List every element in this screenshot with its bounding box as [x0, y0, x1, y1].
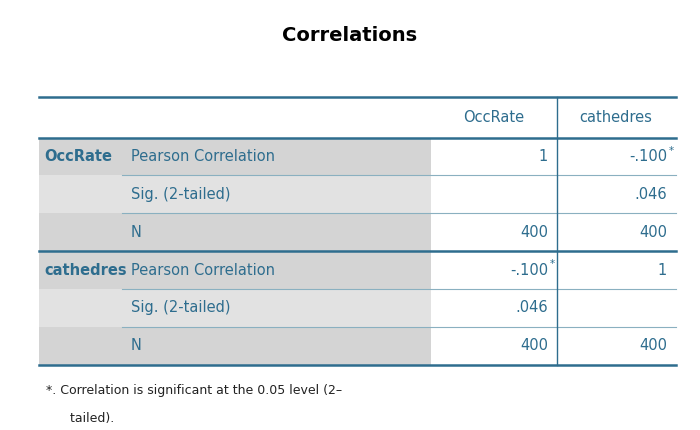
- Text: *: *: [668, 146, 673, 156]
- Text: Correlations: Correlations: [282, 26, 418, 45]
- Text: N: N: [131, 338, 142, 353]
- Text: Pearson Correlation: Pearson Correlation: [131, 149, 275, 164]
- Text: *. Correlation is significant at the 0.05 level (2–: *. Correlation is significant at the 0.0…: [46, 384, 342, 397]
- Text: N: N: [131, 225, 142, 240]
- Text: -.100: -.100: [510, 263, 548, 277]
- Text: cathedres: cathedres: [580, 110, 652, 125]
- Text: Sig. (2‑tailed): Sig. (2‑tailed): [131, 301, 230, 315]
- Text: tailed).: tailed).: [46, 412, 113, 425]
- Text: 400: 400: [520, 338, 548, 353]
- Text: Sig. (2‑tailed): Sig. (2‑tailed): [131, 187, 230, 202]
- Text: 1: 1: [658, 263, 667, 277]
- Text: *: *: [550, 259, 554, 270]
- Text: 400: 400: [520, 225, 548, 240]
- Text: Pearson Correlation: Pearson Correlation: [131, 263, 275, 277]
- Text: 400: 400: [639, 225, 667, 240]
- Text: OccRate: OccRate: [463, 110, 524, 125]
- Text: -.100: -.100: [629, 149, 667, 164]
- Text: .046: .046: [515, 301, 548, 315]
- Text: 400: 400: [639, 338, 667, 353]
- Text: cathedres: cathedres: [44, 263, 127, 277]
- Text: 1: 1: [539, 149, 548, 164]
- Text: OccRate: OccRate: [44, 149, 112, 164]
- Text: .046: .046: [634, 187, 667, 202]
